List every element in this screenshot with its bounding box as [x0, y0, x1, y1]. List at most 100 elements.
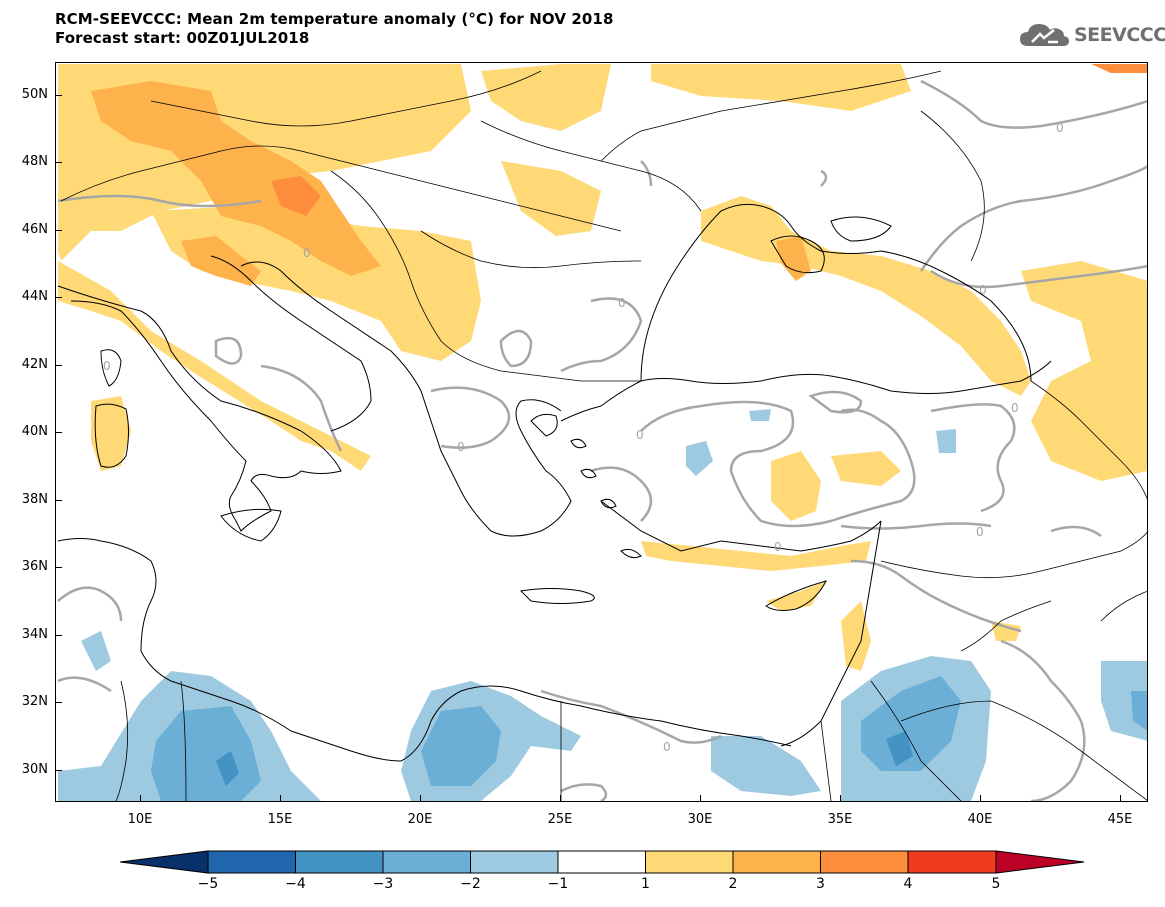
lat-tick	[55, 500, 62, 501]
contour-label: 0	[457, 440, 465, 454]
lon-label: 10E	[127, 812, 153, 827]
contour-label: 0	[979, 283, 987, 297]
warm-field-cyprus	[766, 581, 826, 611]
colorbar-tick: 2	[728, 876, 738, 892]
colorbar-tick: 1	[641, 876, 650, 892]
coldest-field-libya	[216, 751, 239, 786]
warm-field-levant	[841, 601, 871, 671]
cold-field-tunisia	[81, 631, 111, 671]
coast-sicily	[220, 508, 282, 542]
colorbar-tick: −1	[547, 876, 569, 892]
coast-sardinia	[94, 403, 129, 468]
lat-tick	[55, 365, 62, 366]
forecast-start: Forecast start: 00Z01JUL2018	[55, 29, 310, 47]
lon-tick	[980, 795, 981, 802]
coldest-field-arabia	[886, 731, 913, 766]
coast-balkans	[240, 261, 572, 537]
cold-field-turkey-2	[936, 429, 956, 453]
coast-north-africa	[57, 538, 792, 762]
lon-label: 25E	[547, 812, 573, 827]
lat-label: 48N	[21, 154, 48, 169]
lat-tick	[55, 95, 62, 96]
contour-label: 0	[663, 740, 671, 754]
warm-field-sardinia	[91, 396, 131, 471]
lat-label: 42N	[21, 357, 48, 372]
coastlines	[57, 203, 1052, 762]
warm-field-romania	[501, 161, 601, 236]
coast-azov	[830, 216, 892, 242]
lat-label: 46N	[21, 222, 48, 237]
warm-field-balkans	[151, 206, 481, 361]
colder-field-libya-east	[421, 706, 501, 786]
warmer-field-crimea	[776, 236, 811, 281]
coast-turkey-south	[600, 500, 882, 552]
lon-tick	[420, 795, 421, 802]
coast-greece-islands	[519, 413, 642, 604]
colorbar-bin	[207, 850, 296, 874]
colder-field-iran	[1131, 691, 1147, 731]
lat-tick	[55, 567, 62, 568]
coast-italy-east	[210, 255, 372, 432]
cloud-icon	[1020, 24, 1069, 46]
lat-label: 38N	[21, 492, 48, 507]
contour-label: 0	[103, 359, 111, 373]
coast-cyprus	[765, 580, 827, 611]
coast-corsica	[100, 349, 122, 387]
warmest-field-slovenia	[271, 176, 321, 216]
colorbar-tick: −3	[372, 876, 394, 892]
lon-tick	[1120, 795, 1121, 802]
colorbar-tick: 5	[991, 876, 1001, 892]
cold-field-turkey-1	[686, 441, 713, 476]
zero-contours	[57, 79, 1147, 801]
colorbar-bin	[907, 850, 997, 874]
lon-tick	[840, 795, 841, 802]
coast-crimea	[770, 235, 825, 274]
lat-label: 30N	[21, 762, 48, 777]
warm-field-italy	[58, 261, 371, 471]
contour-label: 0	[976, 525, 984, 539]
cold-field-egypt	[711, 736, 821, 796]
contour-label: 0	[774, 540, 782, 554]
contour-label: 0	[618, 296, 626, 310]
map-title: RCM-SEEVCCC: Mean 2m temperature anomaly…	[55, 10, 614, 28]
warm-field-iraq	[991, 621, 1021, 641]
lat-label: 36N	[21, 559, 48, 574]
lat-tick	[55, 230, 62, 231]
lat-label: 40N	[21, 424, 48, 439]
lat-tick	[55, 432, 62, 433]
coast-levant	[780, 520, 882, 747]
lat-label: 50N	[21, 87, 48, 102]
colorbar	[120, 850, 1085, 874]
colorbar-bin	[732, 850, 821, 874]
warmer-field-adriatic	[181, 236, 261, 286]
colorbar-bin	[995, 850, 1085, 874]
colorbar-bin	[470, 850, 559, 874]
lat-label: 44N	[21, 289, 48, 304]
lon-label: 30E	[687, 812, 713, 827]
colorbar-bin	[120, 850, 209, 874]
logo-text: SEEVCCC	[1074, 24, 1165, 46]
colorbar-bin	[645, 850, 734, 874]
contour-label: 0	[1011, 401, 1019, 415]
lon-tick	[280, 795, 281, 802]
lon-label: 45E	[1107, 812, 1133, 827]
colorbar-tick: −2	[460, 876, 481, 892]
warm-field-anatolia-1	[771, 451, 821, 521]
lat-tick	[55, 635, 62, 636]
colorbar-bin	[820, 850, 909, 874]
lon-label: 20E	[407, 812, 433, 827]
country-borders	[60, 70, 1147, 801]
seevccc-logo: SEEVCCC	[1018, 20, 1165, 50]
warm-field-caucasus	[1021, 261, 1147, 481]
lat-tick	[55, 162, 62, 163]
warmest-field-north	[1091, 64, 1147, 73]
lat-label: 34N	[21, 627, 48, 642]
colorbar-tick: −4	[285, 876, 306, 892]
lat-label: 32N	[21, 694, 48, 709]
lat-tick	[55, 702, 62, 703]
lon-tick	[560, 795, 561, 802]
cold-field-turkey-3	[749, 409, 771, 421]
warm-field-east-ukraine	[651, 64, 911, 111]
lat-tick	[55, 770, 62, 771]
coast-italy	[57, 285, 342, 532]
